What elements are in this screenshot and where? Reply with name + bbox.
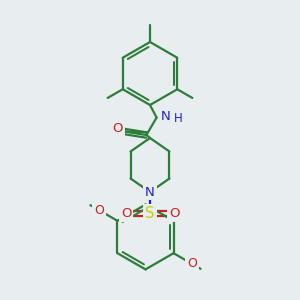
- Text: O: O: [112, 122, 123, 135]
- Text: H: H: [173, 112, 182, 125]
- Text: O: O: [94, 204, 104, 217]
- Text: N: N: [161, 110, 170, 123]
- Text: O: O: [121, 207, 131, 220]
- Text: O: O: [169, 207, 179, 220]
- Text: O: O: [187, 257, 197, 270]
- Text: S: S: [145, 206, 155, 221]
- Text: N: N: [145, 185, 155, 199]
